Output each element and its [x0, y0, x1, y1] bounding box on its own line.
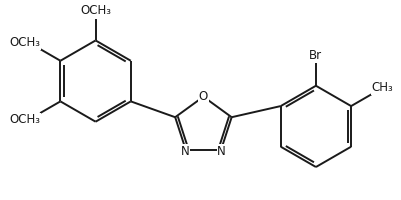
- Text: N: N: [217, 145, 226, 158]
- Text: OCH₃: OCH₃: [9, 113, 40, 126]
- Text: Br: Br: [309, 49, 322, 62]
- Text: CH₃: CH₃: [371, 81, 393, 94]
- Text: O: O: [199, 90, 208, 103]
- Text: OCH₃: OCH₃: [9, 36, 40, 49]
- Text: OCH₃: OCH₃: [80, 4, 111, 17]
- Text: N: N: [181, 145, 190, 158]
